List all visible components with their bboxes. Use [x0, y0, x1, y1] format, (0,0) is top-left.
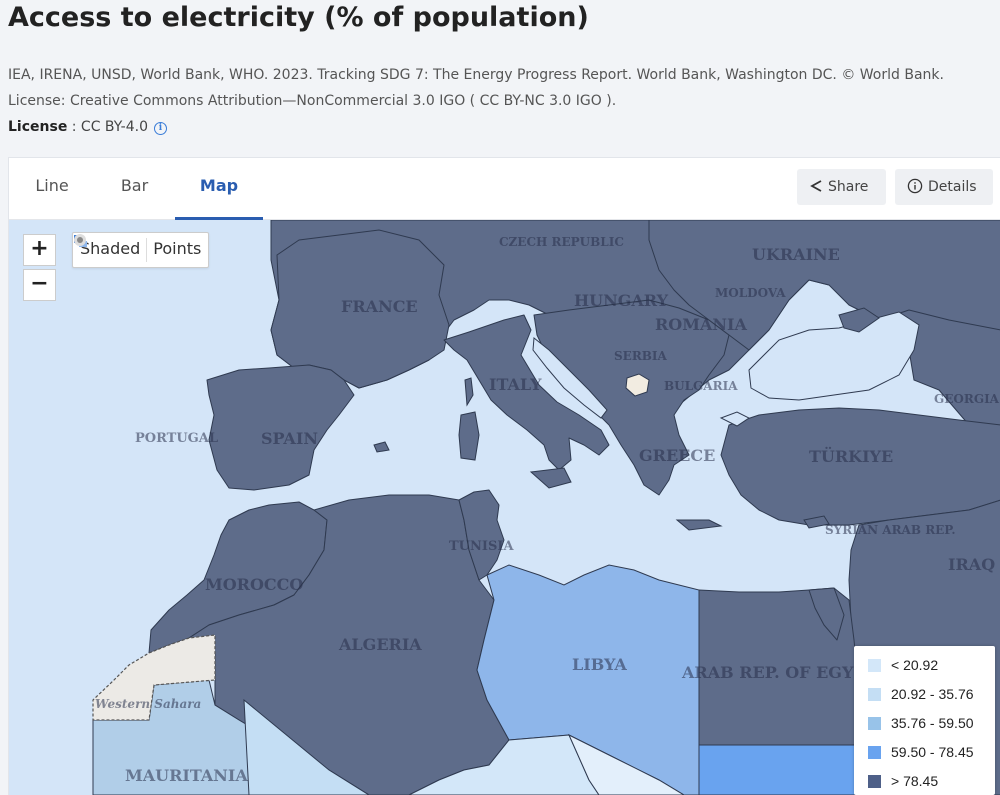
legend-label: 20.92 - 35.76 [891, 686, 974, 702]
legend-item: > 78.45 [868, 771, 938, 791]
country-label: PORTUGAL [135, 431, 218, 446]
islands [373, 307, 880, 531]
tab-bar[interactable]: Bar [120, 176, 149, 195]
map-legend: < 20.92 20.92 - 35.76 35.76 - 59.50 59.5… [854, 646, 995, 795]
country-label: LIBYA [572, 655, 627, 674]
country-label: HUNGARY [574, 291, 669, 310]
region-western-sahara[interactable] [92, 634, 216, 721]
black-sea [748, 311, 920, 401]
country-label: CZECH REPUBLIC [499, 235, 624, 249]
country-kosovo[interactable] [625, 373, 650, 397]
country-sudan[interactable] [698, 744, 880, 795]
country-label: ITALY [489, 375, 542, 394]
country-iberia[interactable] [206, 364, 355, 491]
chart-panel: Line Bar Map Share Details [8, 157, 1000, 795]
country-label: SERBIA [614, 349, 668, 363]
country-label: SPAIN [261, 429, 318, 448]
country-label: MAURITANIA [125, 766, 248, 785]
legend-item: 59.50 - 78.45 [868, 742, 974, 762]
share-label: Share [828, 179, 869, 195]
country-mali[interactable] [243, 698, 370, 795]
choropleth-map[interactable]: CZECH REPUBLIC UKRAINE MOLDOVA FRANCE HU… [9, 220, 1000, 795]
legend-swatch [868, 775, 881, 788]
country-label: UKRAINE [752, 245, 840, 264]
country-label: GREECE [639, 446, 715, 465]
country-egypt[interactable] [698, 587, 880, 795]
legend-label: 59.50 - 78.45 [891, 744, 974, 760]
legend-swatch [868, 659, 881, 672]
info-icon [907, 178, 923, 194]
legend-swatch [868, 746, 881, 759]
license-value: : CC BY-4.0 [67, 119, 148, 135]
country-label: MOROCCO [205, 575, 303, 594]
details-label: Details [928, 179, 977, 195]
country-france[interactable] [270, 229, 450, 389]
legend-label: 35.76 - 59.50 [891, 715, 974, 731]
points-label: Points [153, 239, 202, 258]
page-title: Access to electricity (% of population) [8, 2, 589, 33]
island-mallorca [373, 441, 390, 453]
country-label: SYRIAN ARAB REP. [825, 523, 956, 537]
country-libya[interactable] [476, 564, 700, 795]
country-italy[interactable] [443, 314, 610, 471]
island-crimea [838, 307, 880, 333]
legend-item: 20.92 - 35.76 [868, 684, 974, 704]
country-label: MOLDOVA [715, 286, 786, 300]
map-mode-toggle: Shaded Points [72, 232, 210, 268]
chart-tabs: Line Bar Map Share Details [9, 158, 1000, 220]
country-ukraine[interactable] [648, 220, 1000, 351]
citation-text: IEA, IRENA, UNSD, World Bank, WHO. 2023.… [8, 67, 944, 109]
shaded-option[interactable]: Shaded [74, 233, 141, 265]
island-corsica [464, 377, 474, 407]
island-cyprus [803, 515, 830, 529]
legend-swatch [868, 688, 881, 701]
island-crete [675, 519, 723, 531]
legend-item: < 20.92 [868, 655, 938, 675]
points-icon [74, 234, 86, 246]
shaded-label: Shaded [80, 239, 141, 258]
country-label: ROMANIA [655, 315, 747, 334]
island-sardinia [458, 411, 480, 461]
country-label: FRANCE [341, 297, 418, 316]
country-label: Western Sahara [95, 697, 201, 711]
zoom-in-button[interactable]: + [23, 234, 56, 266]
tab-map[interactable]: Map [175, 158, 263, 220]
country-label: BULGARIA [664, 379, 738, 393]
legend-label: < 20.92 [891, 657, 939, 673]
legend-item: 35.76 - 59.50 [868, 713, 974, 733]
toggle-divider [146, 237, 148, 262]
country-label: TÜRKIYE [809, 446, 893, 466]
legend-label: > 78.45 [891, 773, 939, 789]
country-turkiye[interactable] [720, 407, 1000, 526]
inland-seas [532, 311, 920, 427]
country-label: TUNISIA [449, 539, 514, 554]
info-icon[interactable]: i [153, 122, 167, 135]
adriatic-sea [532, 337, 608, 419]
sea-of-marmara [719, 411, 750, 427]
country-label: ARAB REP. OF EGYPT [681, 663, 877, 682]
country-label: ALGERIA [338, 635, 422, 654]
map-canvas[interactable]: CZECH REPUBLIC UKRAINE MOLDOVA FRANCE HU… [9, 220, 1000, 795]
country-label: IRAQ [948, 555, 995, 574]
island-sicily [529, 467, 572, 489]
country-chad[interactable] [567, 733, 685, 795]
share-icon [810, 180, 822, 192]
license-line: License : CC BY-4.0 i [8, 119, 167, 135]
share-button[interactable]: Share [797, 169, 886, 205]
points-option[interactable]: Points [74, 233, 202, 265]
country-label: GEORGIA [934, 392, 1000, 406]
details-button[interactable]: Details [895, 169, 993, 205]
tab-line[interactable]: Line [35, 176, 69, 195]
country-tunisia[interactable] [458, 489, 505, 581]
country-sinai-peninsula[interactable] [808, 587, 845, 641]
license-label: License [8, 119, 68, 135]
zoom-out-button[interactable]: − [23, 269, 56, 301]
legend-swatch [868, 717, 881, 730]
